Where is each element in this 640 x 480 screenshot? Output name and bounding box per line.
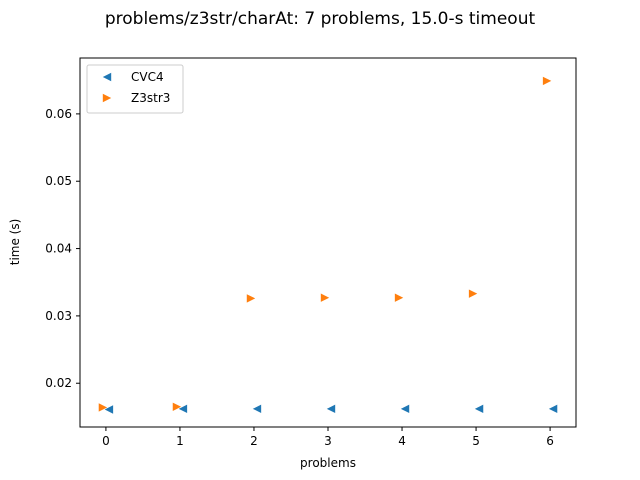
y-axis: 0.02 0.03 0.04 0.05 0.06 [45, 107, 80, 390]
point-cvc4 [474, 404, 484, 414]
point-cvc4 [400, 404, 410, 414]
x-tick-label: 2 [250, 434, 258, 448]
legend-label-z3str3: Z3str3 [131, 91, 170, 105]
y-tick-label: 0.04 [45, 242, 72, 256]
legend-marker-z3str3 [102, 93, 112, 103]
point-cvc4 [548, 404, 558, 414]
legend: CVC4 Z3str3 [86, 64, 184, 114]
point-z3str3 [320, 293, 330, 302]
x-tick-label: 1 [176, 434, 184, 448]
point-z3str3 [468, 289, 478, 298]
x-tick-label: 5 [472, 434, 480, 448]
point-cvc4 [326, 404, 336, 414]
x-axis: 0 1 2 3 4 5 6 [102, 427, 554, 448]
chart-title: problems/z3str/charAt: 7 problems, 15.0-… [105, 9, 536, 29]
x-tick-label: 3 [324, 434, 332, 448]
y-tick-label: 0.06 [45, 107, 72, 121]
y-tick-label: 0.03 [45, 309, 72, 323]
point-cvc4 [178, 404, 188, 414]
point-z3str3 [542, 76, 552, 86]
point-cvc4 [104, 405, 114, 414]
x-tick-label: 4 [398, 434, 406, 448]
y-tick-label: 0.02 [45, 376, 72, 390]
y-axis-label: time (s) [8, 219, 22, 266]
data-points [98, 76, 558, 414]
point-z3str3 [172, 402, 182, 411]
point-cvc4 [252, 404, 262, 414]
point-z3str3 [394, 293, 404, 302]
legend-marker-cvc4 [102, 72, 112, 82]
x-tick-label: 0 [102, 434, 110, 448]
legend-label-cvc4: CVC4 [131, 70, 164, 84]
x-tick-label: 6 [546, 434, 554, 448]
point-z3str3 [98, 403, 108, 412]
x-axis-label: problems [300, 456, 356, 470]
y-tick-label: 0.05 [45, 174, 72, 188]
point-z3str3 [246, 294, 256, 303]
